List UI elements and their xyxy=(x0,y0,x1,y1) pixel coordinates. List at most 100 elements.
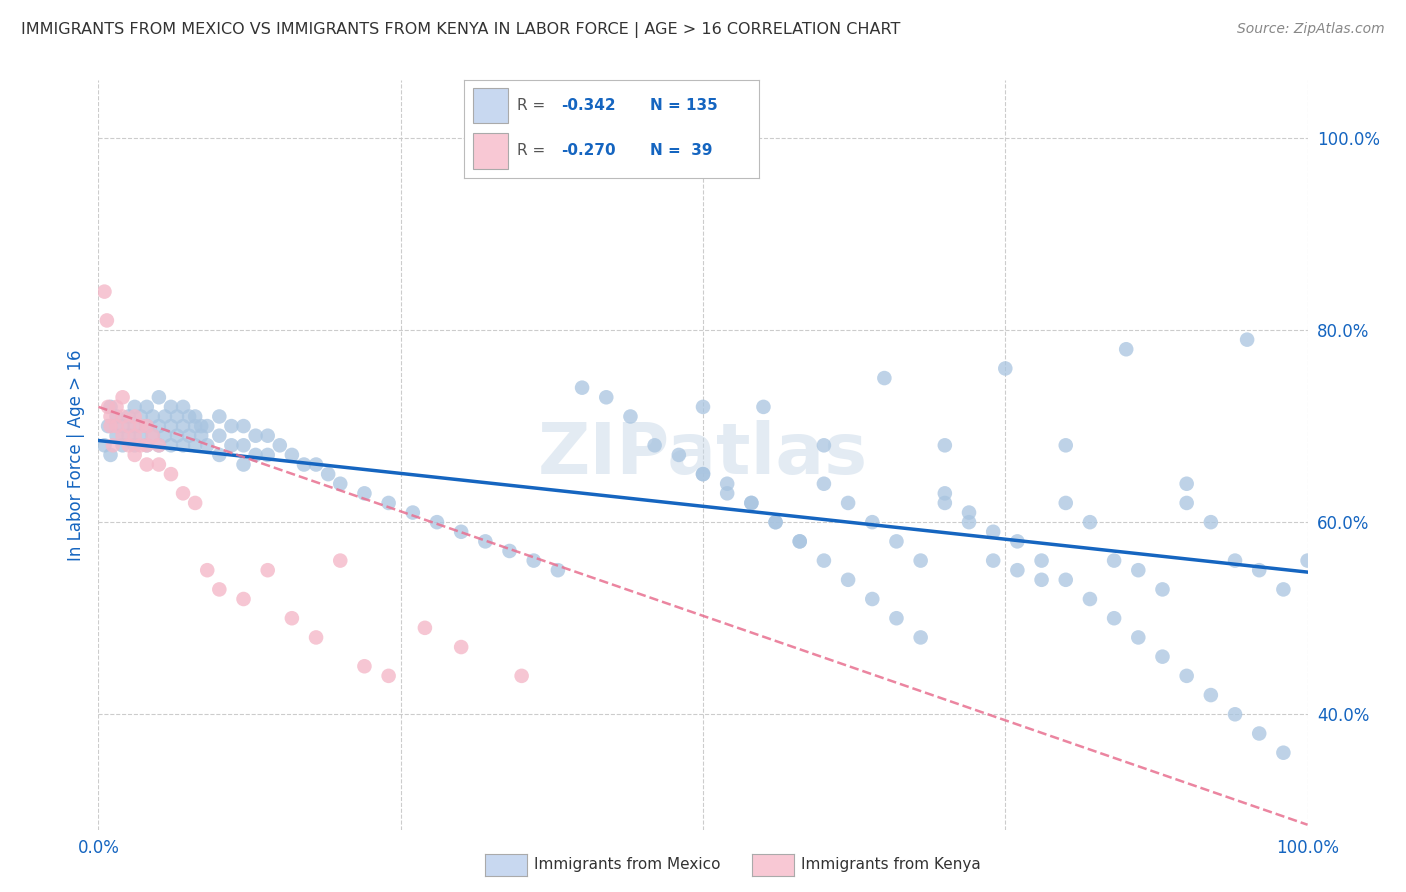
Point xyxy=(129,428,152,442)
Point xyxy=(353,659,375,673)
Y-axis label: In Labor Force | Age > 16: In Labor Force | Age > 16 xyxy=(66,349,84,561)
Point xyxy=(184,438,207,452)
Point xyxy=(232,458,254,472)
Point xyxy=(1236,333,1258,347)
Point xyxy=(179,409,201,424)
Point xyxy=(100,448,122,462)
Text: R =: R = xyxy=(517,98,550,113)
Point xyxy=(1249,563,1271,577)
Text: Immigrants from Mexico: Immigrants from Mexico xyxy=(534,857,721,872)
Point xyxy=(195,563,218,577)
Point xyxy=(135,458,157,472)
Point xyxy=(111,409,134,424)
Point xyxy=(160,400,183,414)
Point xyxy=(281,448,304,462)
Point xyxy=(377,496,399,510)
Point xyxy=(97,419,120,434)
Point xyxy=(232,419,254,434)
Point xyxy=(105,400,128,414)
Point xyxy=(208,582,231,597)
Text: R =: R = xyxy=(517,144,550,159)
Text: IMMIGRANTS FROM MEXICO VS IMMIGRANTS FROM KENYA IN LABOR FORCE | AGE > 16 CORREL: IMMIGRANTS FROM MEXICO VS IMMIGRANTS FRO… xyxy=(21,22,900,38)
Point xyxy=(124,409,146,424)
Point xyxy=(1175,496,1198,510)
Point xyxy=(232,592,254,607)
Point xyxy=(523,553,546,567)
Point xyxy=(118,438,141,452)
Point xyxy=(281,611,304,625)
Point xyxy=(124,400,146,414)
Point xyxy=(166,409,188,424)
Point xyxy=(1115,343,1137,357)
Point xyxy=(1152,582,1174,597)
Point xyxy=(860,592,883,607)
Point xyxy=(934,438,956,452)
Point xyxy=(813,438,835,452)
Point xyxy=(510,669,533,683)
Point xyxy=(124,438,146,452)
Point xyxy=(789,534,811,549)
Point xyxy=(93,285,115,299)
Point xyxy=(1128,631,1150,645)
Point xyxy=(957,515,980,529)
Point xyxy=(305,631,328,645)
Point xyxy=(1272,746,1295,760)
Point xyxy=(124,428,146,442)
Point xyxy=(135,438,157,452)
Point xyxy=(160,438,183,452)
Point xyxy=(111,390,134,404)
Point xyxy=(957,506,980,520)
Point xyxy=(329,553,352,567)
Point xyxy=(1175,476,1198,491)
Point xyxy=(860,515,883,529)
Point xyxy=(765,515,787,529)
Point xyxy=(1128,563,1150,577)
Point xyxy=(716,486,738,500)
Text: Source: ZipAtlas.com: Source: ZipAtlas.com xyxy=(1237,22,1385,37)
Point xyxy=(1152,649,1174,664)
Point xyxy=(1054,438,1077,452)
Point xyxy=(765,515,787,529)
Point xyxy=(96,313,118,327)
Point xyxy=(1223,707,1246,722)
Point xyxy=(450,524,472,539)
Point xyxy=(1223,553,1246,567)
Point xyxy=(148,438,170,452)
Point xyxy=(172,438,194,452)
Point xyxy=(1199,515,1222,529)
Point xyxy=(166,428,188,442)
Point xyxy=(129,438,152,452)
Point xyxy=(105,419,128,434)
Point xyxy=(153,428,176,442)
Point xyxy=(135,419,157,434)
Point xyxy=(934,496,956,510)
Point xyxy=(172,400,194,414)
Point xyxy=(740,496,762,510)
Point xyxy=(1175,669,1198,683)
Point xyxy=(135,438,157,452)
Point xyxy=(450,640,472,654)
Point xyxy=(135,419,157,434)
Point xyxy=(813,476,835,491)
Point xyxy=(644,438,666,452)
Point xyxy=(245,448,267,462)
Point xyxy=(789,534,811,549)
Point xyxy=(547,563,569,577)
Point xyxy=(101,438,124,452)
Point xyxy=(100,409,122,424)
Point xyxy=(269,438,291,452)
Point xyxy=(93,438,115,452)
Point xyxy=(179,428,201,442)
Point xyxy=(105,409,128,424)
FancyBboxPatch shape xyxy=(472,133,509,169)
Point xyxy=(232,438,254,452)
Point xyxy=(910,553,932,567)
Point xyxy=(190,428,212,442)
Point xyxy=(837,573,859,587)
FancyBboxPatch shape xyxy=(472,88,509,123)
Point xyxy=(402,506,425,520)
Point xyxy=(716,476,738,491)
Point xyxy=(124,419,146,434)
Point xyxy=(1054,496,1077,510)
Point xyxy=(1102,553,1125,567)
